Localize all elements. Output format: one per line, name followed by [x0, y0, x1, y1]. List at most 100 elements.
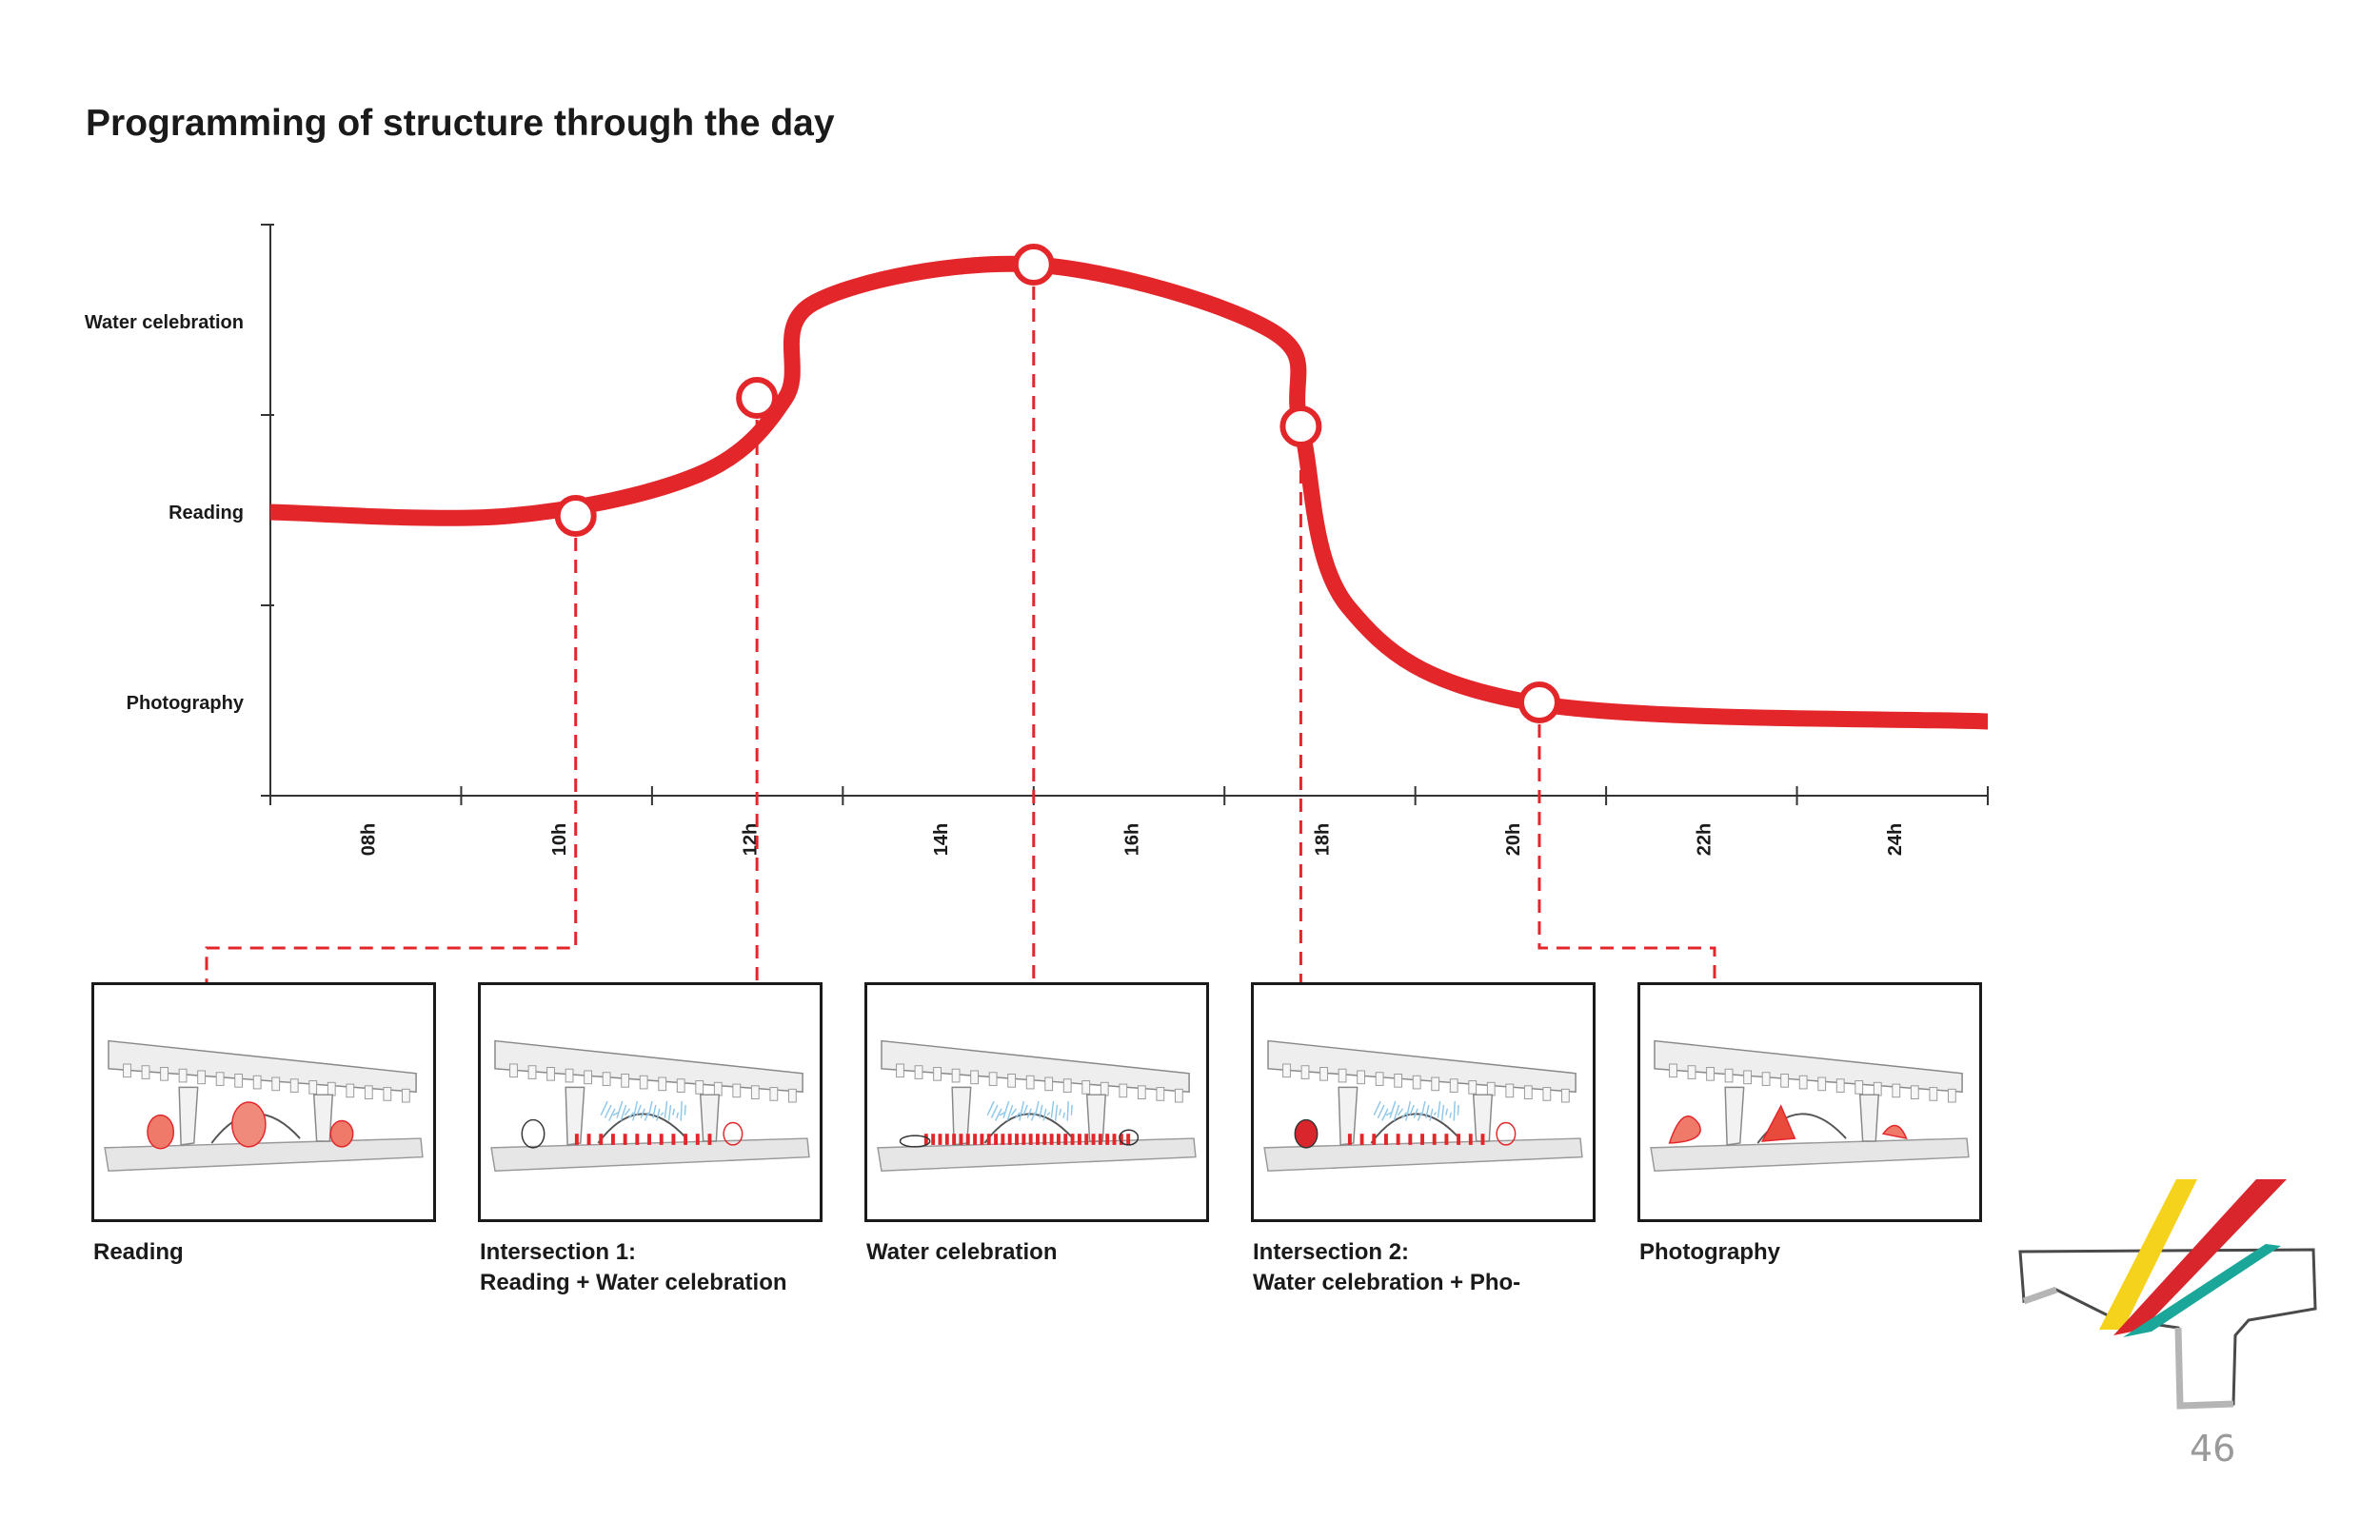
water-spray: [1015, 1112, 1021, 1119]
caption-reading: Reading: [93, 1239, 184, 1265]
roof-rib: [1282, 1063, 1291, 1078]
person-figure: [659, 1134, 664, 1145]
reading-pod: [329, 1119, 354, 1148]
water-spray: [636, 1104, 642, 1116]
person-figure: [1372, 1134, 1377, 1145]
support-column: [699, 1094, 721, 1142]
roof-rib: [970, 1070, 979, 1085]
roof-rib: [1338, 1068, 1347, 1083]
canopy-roof: [881, 1039, 1190, 1094]
roof-rib: [383, 1087, 392, 1101]
canopy-roof: [108, 1039, 417, 1094]
pod: [1294, 1118, 1319, 1149]
person-figure: [1007, 1134, 1012, 1145]
water-spray: [620, 1104, 627, 1121]
water-spray: [986, 1100, 995, 1116]
ground-slab: [490, 1137, 810, 1172]
person-figure: [1049, 1134, 1054, 1145]
person-figure: [944, 1134, 949, 1145]
roof-rib: [639, 1075, 648, 1090]
person-figure: [1359, 1134, 1364, 1145]
page-title: Programming of structure through the day: [86, 103, 835, 144]
water-spray: [664, 1100, 668, 1118]
person-figure: [1021, 1134, 1026, 1145]
person-figure: [1036, 1134, 1040, 1145]
person-figure: [695, 1134, 700, 1145]
roof-rib: [695, 1080, 704, 1095]
roof-rib: [364, 1085, 373, 1099]
roof-rib: [252, 1075, 262, 1090]
roof-rib: [289, 1078, 299, 1093]
person-figure: [1098, 1134, 1102, 1145]
person-figure: [586, 1134, 591, 1145]
water-spray: [680, 1100, 683, 1121]
roof-rib: [1669, 1063, 1677, 1078]
panel-photography: [1637, 982, 1982, 1222]
water-spray: [1420, 1100, 1426, 1116]
roof-rib: [160, 1067, 169, 1081]
water-spray: [608, 1108, 616, 1121]
photo-pod: [1668, 1116, 1701, 1144]
water-spray: [1409, 1104, 1415, 1116]
roof-rib: [1357, 1070, 1365, 1085]
water-spray: [1377, 1104, 1385, 1118]
roof-rib: [178, 1068, 188, 1083]
water-spray: [1449, 1112, 1453, 1118]
water-spray: [684, 1104, 686, 1116]
water-spray: [1373, 1100, 1381, 1116]
person-figure: [647, 1134, 651, 1145]
water-spray: [1397, 1108, 1404, 1116]
roof-rib: [896, 1063, 904, 1078]
water-spray: [1381, 1108, 1389, 1121]
person-figure: [1480, 1134, 1485, 1145]
water-spray: [1059, 1108, 1062, 1116]
water-spray: [1006, 1104, 1014, 1121]
pod: [899, 1135, 931, 1148]
roof-rib: [1468, 1080, 1478, 1095]
support-column: [1858, 1094, 1880, 1142]
roof-rib: [327, 1081, 336, 1096]
water-spray: [612, 1112, 620, 1116]
person-figure: [1105, 1134, 1110, 1145]
person-figure: [959, 1134, 963, 1145]
water-spray: [1440, 1104, 1445, 1121]
person-figure: [1070, 1134, 1075, 1145]
program-curve: [270, 255, 1988, 730]
person-figure: [671, 1134, 676, 1145]
water-spray: [999, 1112, 1006, 1116]
water-spray: [1385, 1112, 1393, 1116]
support-column: [1724, 1086, 1745, 1146]
pod: [723, 1121, 744, 1146]
water-spray: [604, 1104, 612, 1118]
roof-rib: [1394, 1074, 1403, 1088]
roof-rib: [234, 1074, 244, 1088]
person-figure: [1384, 1134, 1388, 1145]
water-spray: [1010, 1108, 1018, 1116]
water-spray: [672, 1108, 676, 1116]
water-spray: [644, 1112, 649, 1121]
roof-rib: [215, 1072, 225, 1086]
leader-lines: [205, 265, 1716, 982]
water-spray: [1405, 1100, 1412, 1121]
person-figure: [1056, 1134, 1061, 1145]
panel-sketch: [1263, 1039, 1583, 1172]
water-spray: [1453, 1100, 1456, 1121]
pod: [521, 1118, 545, 1149]
person-figure: [1457, 1134, 1461, 1145]
water-spray: [667, 1104, 672, 1121]
water-spray: [1066, 1100, 1069, 1121]
panel-intersection-2: [1251, 982, 1596, 1222]
water-spray: [1445, 1108, 1449, 1116]
support-column: [1085, 1094, 1107, 1142]
roof-rib: [1910, 1085, 1919, 1099]
person-figure: [1432, 1134, 1437, 1145]
water-spray: [995, 1108, 1002, 1121]
support-column: [312, 1094, 334, 1142]
reading-pod: [231, 1101, 267, 1148]
caption-intersection-1: Intersection 1: Reading + Water celebrat…: [480, 1239, 787, 1295]
x-label-22h: 22h: [1695, 823, 1716, 856]
roof-rib: [1156, 1087, 1165, 1101]
water-spray: [640, 1108, 645, 1118]
water-spray: [1002, 1100, 1010, 1118]
person-figure: [1468, 1134, 1473, 1145]
